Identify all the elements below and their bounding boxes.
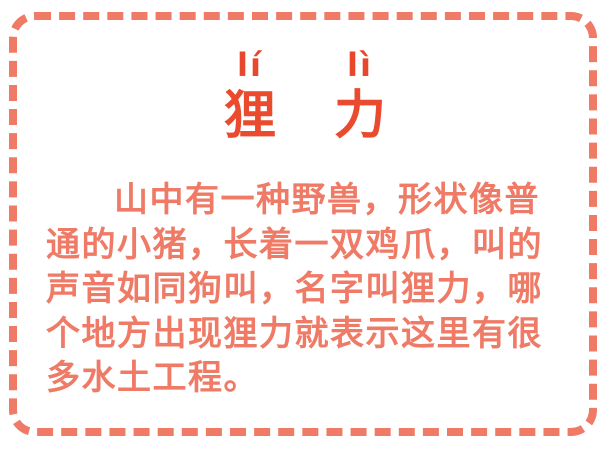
- title-block: lí 狸 lì 力: [0, 48, 614, 168]
- title-char-1: lí 狸: [205, 48, 295, 146]
- hanzi-li-force: 力: [333, 86, 386, 146]
- title-char-2: lì 力: [315, 48, 405, 146]
- description-paragraph: 山中有一种野兽，形状像普通的小猪，长着一双鸡爪，叫的声音如同狗叫，名字叫狸力，哪…: [46, 180, 543, 398]
- hanzi-li: 狸: [223, 86, 276, 146]
- pinyin-li4: lì: [347, 46, 373, 84]
- pinyin-li2: lí: [237, 46, 263, 84]
- dashed-card-frame: [9, 12, 597, 436]
